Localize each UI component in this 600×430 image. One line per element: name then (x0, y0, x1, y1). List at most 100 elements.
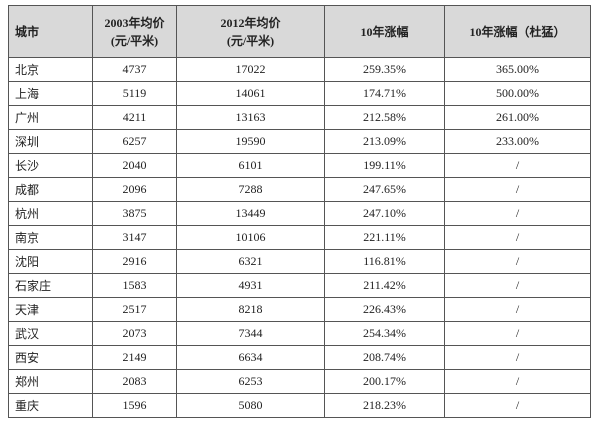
header-cell: 10年涨幅 (324, 5, 445, 58)
header-unit: (元/平米) (226, 33, 275, 48)
value-cell: 6257 (92, 129, 177, 154)
table-row: 天津 2517 8218 226.43% / (8, 297, 591, 322)
value-cell: 2916 (92, 249, 177, 274)
value-cell: 174.71% (324, 81, 445, 106)
price-table: 城市 2003年均价 (元/平米) 2012年均价 (元/平米) 10年涨幅 10年涨幅（杜… (8, 5, 591, 418)
city-cell: 杭州 (8, 201, 93, 226)
city-cell: 石家庄 (8, 273, 93, 298)
value-cell: 221.11% (324, 225, 445, 250)
value-cell: 1596 (92, 393, 177, 418)
value-cell: 2040 (92, 153, 177, 178)
city-cell: 上海 (8, 81, 93, 106)
value-cell: 211.42% (324, 273, 445, 298)
value-cell: 14061 (176, 81, 325, 106)
value-cell: 10106 (176, 225, 325, 250)
table-row: 沈阳 2916 6321 116.81% / (8, 249, 591, 274)
table-row: 成都 2096 7288 247.65% / (8, 177, 591, 202)
city-cell: 成都 (8, 177, 93, 202)
value-cell: 200.17% (324, 369, 445, 394)
value-cell: 3875 (92, 201, 177, 226)
city-cell: 南京 (8, 225, 93, 250)
header-row: 城市 2003年均价 (元/平米) 2012年均价 (元/平米) 10年涨幅 10年涨幅（杜… (8, 5, 591, 58)
value-cell: 116.81% (324, 249, 445, 274)
city-cell: 西安 (8, 345, 93, 370)
city-cell: 广州 (8, 105, 93, 130)
city-cell: 长沙 (8, 153, 93, 178)
city-cell: 深圳 (8, 129, 93, 154)
value-cell: 4211 (92, 105, 177, 130)
value-cell: 6101 (176, 153, 325, 178)
value-cell: / (444, 321, 591, 346)
value-cell: 259.35% (324, 57, 445, 82)
value-cell: / (444, 177, 591, 202)
value-cell: 5080 (176, 393, 325, 418)
value-cell: 2083 (92, 369, 177, 394)
value-cell: 7344 (176, 321, 325, 346)
value-cell: 2149 (92, 345, 177, 370)
table-row: 重庆 1596 5080 218.23% / (8, 393, 591, 418)
value-cell: 17022 (176, 57, 325, 82)
value-cell: 500.00% (444, 81, 591, 106)
header-title: 10年涨幅 (360, 24, 409, 39)
header-cell: 2012年均价 (元/平米) (176, 5, 325, 58)
value-cell: 2096 (92, 177, 177, 202)
value-cell: / (444, 273, 591, 298)
value-cell: 254.34% (324, 321, 445, 346)
header-unit: (元/平米) (110, 33, 159, 48)
table-row: 长沙 2040 6101 199.11% / (8, 153, 591, 178)
value-cell: / (444, 393, 591, 418)
table-row: 石家庄 1583 4931 211.42% / (8, 273, 591, 298)
value-cell: 261.00% (444, 105, 591, 130)
value-cell: 233.00% (444, 129, 591, 154)
value-cell: 199.11% (324, 153, 445, 178)
header-cell: 城市 (8, 5, 93, 58)
table-row: 西安 2149 6634 208.74% / (8, 345, 591, 370)
table-row: 广州 4211 13163 212.58% 261.00% (8, 105, 591, 130)
value-cell: / (444, 225, 591, 250)
value-cell: 218.23% (324, 393, 445, 418)
value-cell: / (444, 297, 591, 322)
value-cell: 6253 (176, 369, 325, 394)
table-row: 上海 5119 14061 174.71% 500.00% (8, 81, 591, 106)
value-cell: 247.65% (324, 177, 445, 202)
header-cell: 2003年均价 (元/平米) (92, 5, 177, 58)
value-cell: 365.00% (444, 57, 591, 82)
value-cell: 8218 (176, 297, 325, 322)
city-cell: 北京 (8, 57, 93, 82)
city-cell: 天津 (8, 297, 93, 322)
value-cell: 2517 (92, 297, 177, 322)
header-title: 2012年均价 (220, 15, 281, 30)
table-row: 郑州 2083 6253 200.17% / (8, 369, 591, 394)
table-row: 南京 3147 10106 221.11% / (8, 225, 591, 250)
city-cell: 武汉 (8, 321, 93, 346)
city-cell: 重庆 (8, 393, 93, 418)
value-cell: / (444, 201, 591, 226)
table-row: 杭州 3875 13449 247.10% / (8, 201, 591, 226)
header-title: 10年涨幅（杜猛） (469, 24, 566, 39)
value-cell: / (444, 249, 591, 274)
value-cell: 1583 (92, 273, 177, 298)
header-cell: 10年涨幅（杜猛） (444, 5, 591, 58)
value-cell: 4931 (176, 273, 325, 298)
value-cell: 4737 (92, 57, 177, 82)
table-row: 北京 4737 17022 259.35% 365.00% (8, 57, 591, 82)
value-cell: 247.10% (324, 201, 445, 226)
city-cell: 郑州 (8, 369, 93, 394)
value-cell: 13449 (176, 201, 325, 226)
table-body: 北京 4737 17022 259.35% 365.00% 上海 5119 14061 174.… (8, 57, 591, 418)
value-cell: 5119 (92, 81, 177, 106)
value-cell: 213.09% (324, 129, 445, 154)
table-row: 武汉 2073 7344 254.34% / (8, 321, 591, 346)
value-cell: / (444, 345, 591, 370)
value-cell: 6321 (176, 249, 325, 274)
header-title: 城市 (15, 24, 40, 39)
table-row: 深圳 6257 19590 213.09% 233.00% (8, 129, 591, 154)
value-cell: 2073 (92, 321, 177, 346)
value-cell: 212.58% (324, 105, 445, 130)
value-cell: / (444, 153, 591, 178)
header-title: 2003年均价 (104, 15, 165, 30)
value-cell: 13163 (176, 105, 325, 130)
value-cell: 226.43% (324, 297, 445, 322)
value-cell: 7288 (176, 177, 325, 202)
